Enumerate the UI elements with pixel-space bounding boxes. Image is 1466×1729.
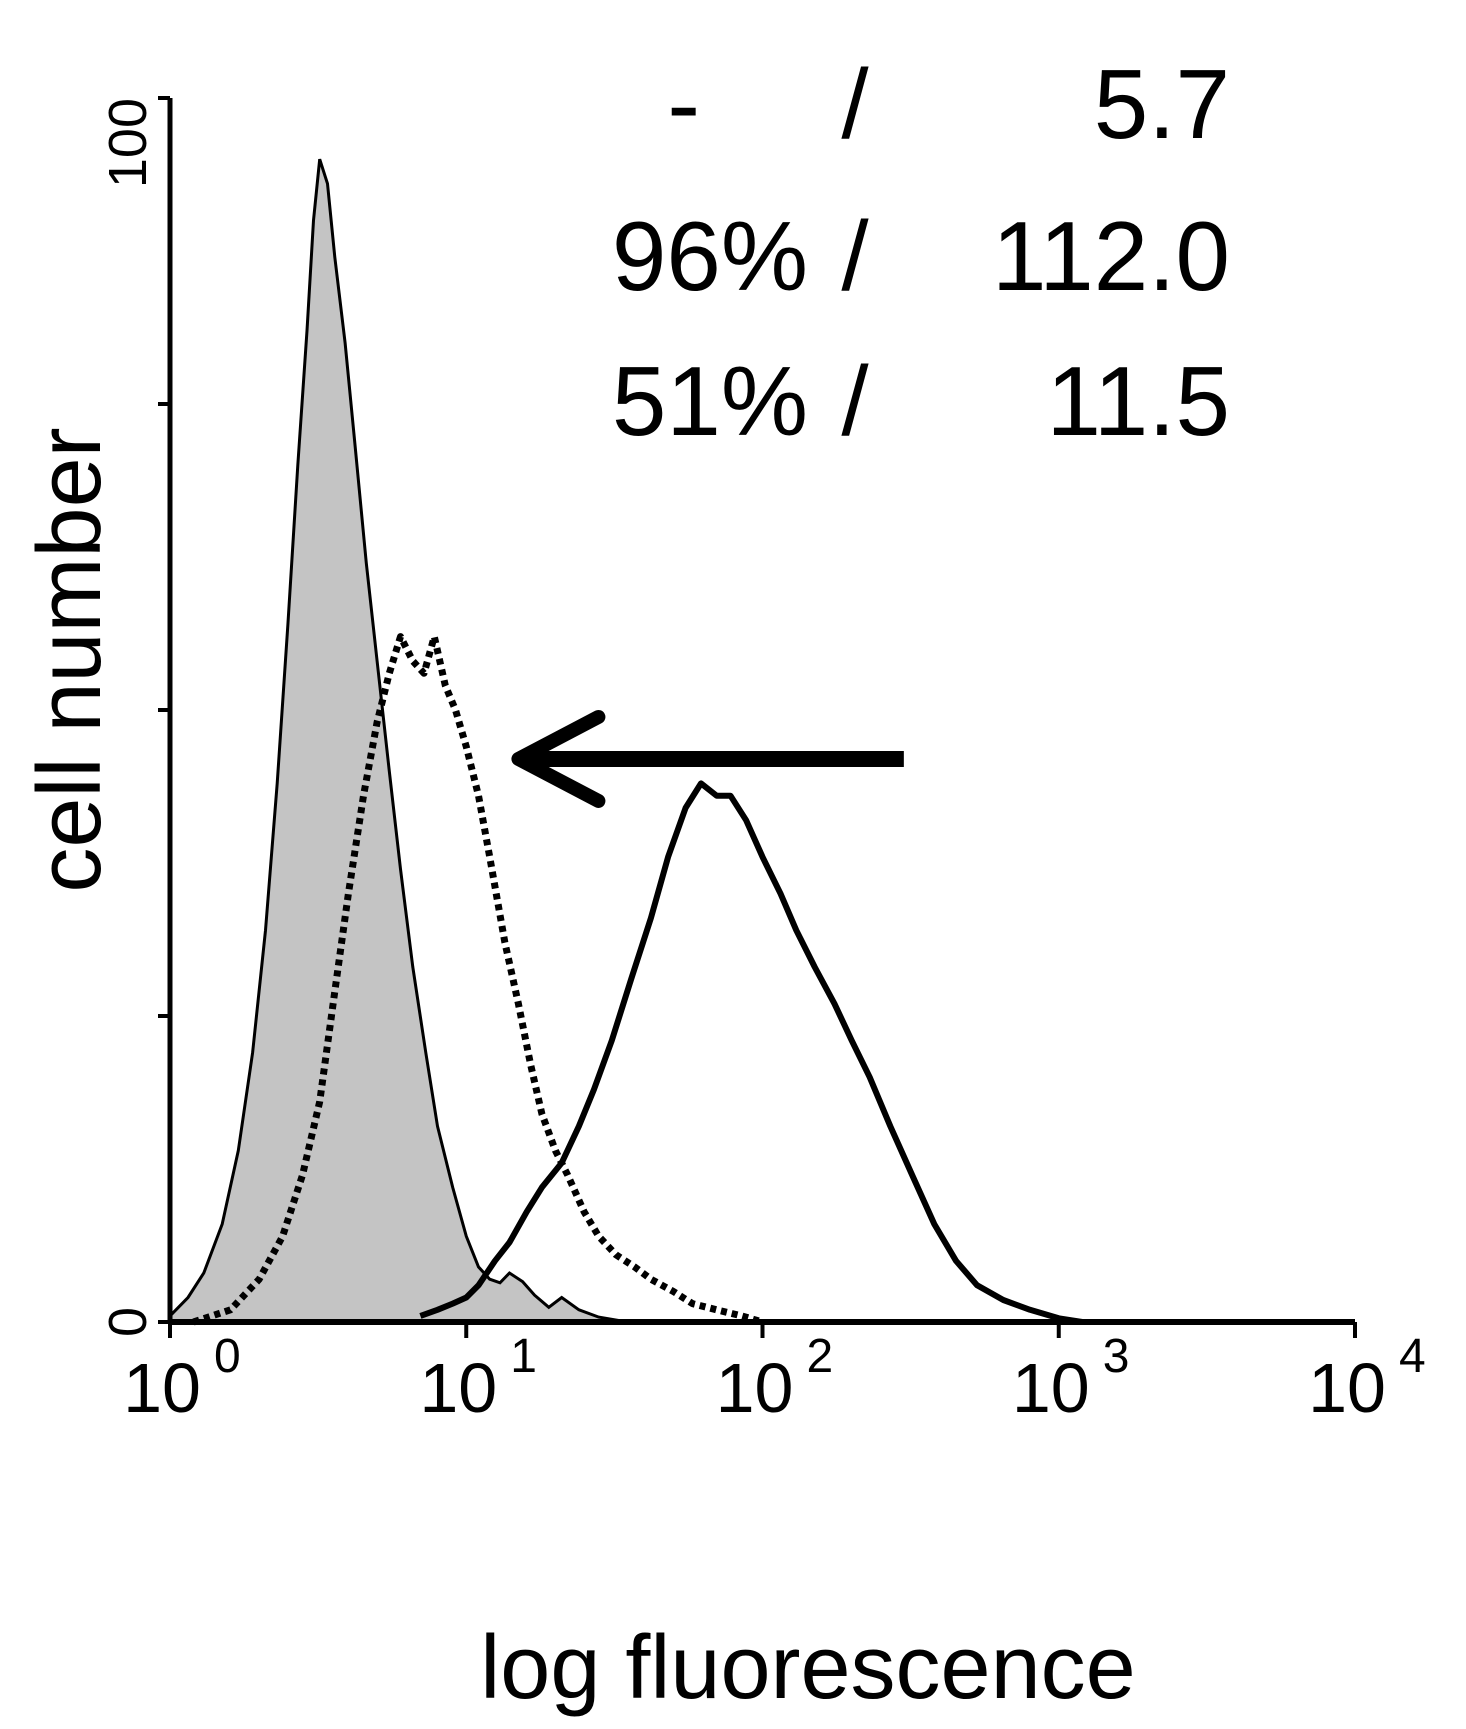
x-tick-label: 10: [123, 1349, 201, 1427]
series-1-histogram: [192, 633, 764, 1326]
x-tick-label: 10: [716, 1349, 794, 1427]
stat-separator: /: [841, 346, 869, 456]
stat-percent: -: [667, 49, 700, 159]
x-tick-label: 10: [1012, 1349, 1090, 1427]
x-axis-title: log fluorescence: [480, 1618, 1135, 1718]
stat-separator: /: [841, 49, 869, 159]
y-axis-title: cell number: [20, 427, 120, 892]
stat-mean-value: 112.0: [992, 201, 1230, 311]
stat-mean-value: 11.5: [1047, 346, 1230, 456]
stat-mean-value: 5.7: [1094, 49, 1230, 159]
stat-separator: /: [841, 201, 869, 311]
x-tick-exponent: 1: [510, 1330, 537, 1383]
stat-annotation-row: - / 5.7: [667, 49, 1230, 159]
series-2-histogram: [419, 780, 1083, 1325]
x-tick-label: 10: [1308, 1349, 1386, 1427]
x-tick-label: 10: [419, 1349, 497, 1427]
stat-percent: 51%: [612, 346, 808, 456]
annotation-layer: - / 5.7 96% / 112.0 51% / 11.5: [511, 49, 1230, 808]
stat-annotation-row: 51% / 11.5: [612, 346, 1230, 456]
x-tick-exponent: 2: [807, 1330, 834, 1383]
x-tick-exponent: 3: [1103, 1330, 1130, 1383]
series-layer: [168, 158, 1083, 1326]
x-tick-exponent: 4: [1399, 1330, 1426, 1383]
x-tick-exponent: 0: [214, 1330, 241, 1383]
y-tick-label: 0: [98, 1307, 158, 1337]
y-tick-label: 100: [98, 98, 158, 188]
stat-annotation-row: 96% / 112.0: [612, 201, 1230, 311]
stat-percent: 96%: [612, 201, 808, 311]
left-arrow-icon: [511, 709, 904, 808]
series-0-histogram: [168, 158, 628, 1324]
